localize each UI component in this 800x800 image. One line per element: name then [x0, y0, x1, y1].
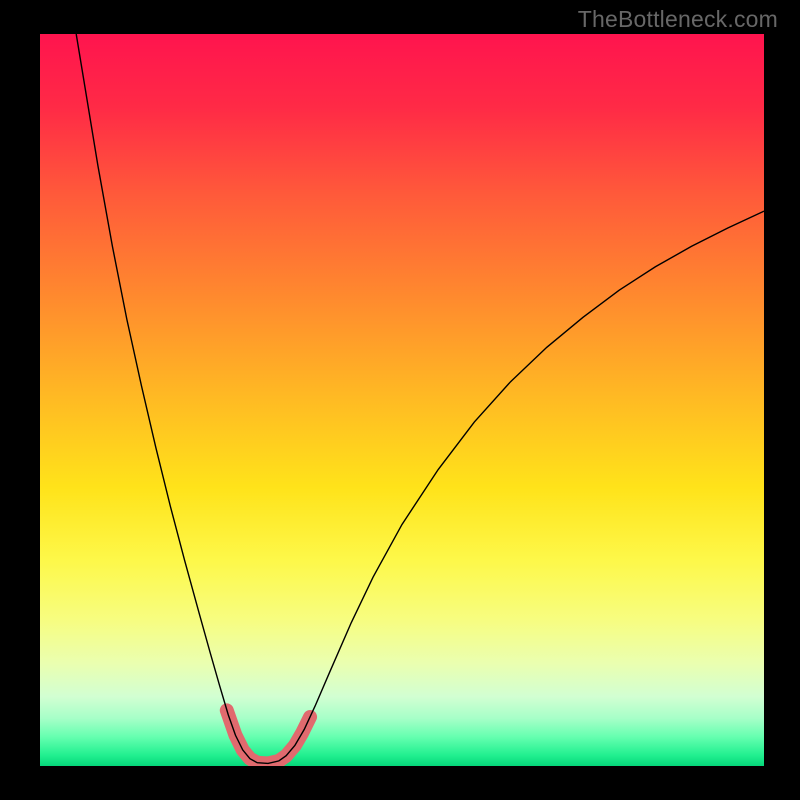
chart-frame: TheBottleneck.com [0, 0, 800, 800]
watermark-text: TheBottleneck.com [578, 6, 778, 33]
plot-background [40, 34, 764, 766]
plot-svg [40, 34, 764, 766]
plot-area [40, 34, 764, 766]
